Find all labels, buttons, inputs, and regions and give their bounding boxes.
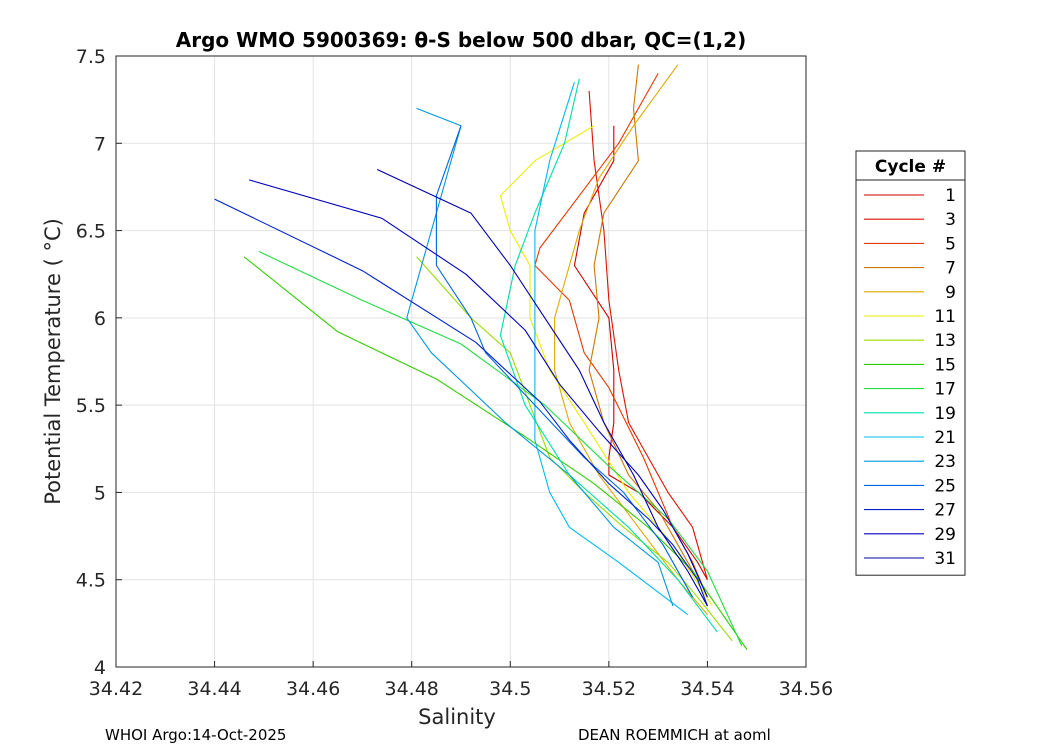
x-tick-label: 34.42 [89, 678, 143, 700]
series-line-cycle-7 [588, 64, 708, 607]
legend-label-cycle-31: 31 [934, 549, 956, 569]
x-axis-label: Salinity [418, 705, 496, 729]
series-line-cycle-9 [554, 64, 708, 615]
legend-box [855, 150, 966, 576]
x-tick-label: 34.56 [779, 678, 833, 700]
x-tick-label: 34.44 [187, 678, 241, 700]
series-line-cycle-23 [406, 107, 674, 607]
legend-label-cycle-13: 13 [934, 331, 956, 351]
plot-area [116, 56, 806, 667]
legend-label-cycle-11: 11 [934, 307, 956, 327]
x-tick-label: 34.54 [680, 678, 734, 700]
series-line-cycle-3 [588, 90, 708, 580]
series-line-cycle-27 [214, 198, 708, 607]
y-tick-label: 4.5 [76, 570, 106, 592]
series-line-cycle-17 [258, 251, 743, 647]
footer-left: WHOI Argo:14-Oct-2025 [105, 726, 287, 744]
series-line-cycle-31 [376, 169, 708, 607]
series-line-cycle-29 [248, 179, 708, 598]
legend-label-cycle-29: 29 [934, 525, 956, 545]
legend-label-cycle-1: 1 [945, 186, 956, 206]
legend-label-cycle-27: 27 [934, 501, 956, 521]
footer-right: DEAN ROEMMICH at aoml [578, 726, 771, 744]
y-axis-label: Potential Temperature ( °C) [41, 218, 65, 505]
x-tick-label: 34.48 [385, 678, 439, 700]
y-tick-label: 7 [94, 133, 106, 155]
axes-box [115, 55, 807, 668]
y-tick-label: 5 [94, 482, 106, 504]
y-tick-label: 6 [94, 308, 106, 330]
chart-title: Argo WMO 5900369: θ-S below 500 dbar, QC… [176, 28, 746, 52]
x-tick-label: 34.46 [286, 678, 340, 700]
y-tick-label: 4 [94, 657, 106, 679]
legend-label-cycle-7: 7 [945, 259, 956, 279]
series-line-cycle-21 [534, 82, 689, 616]
y-tick-label: 7.5 [76, 46, 106, 68]
legend-label-cycle-25: 25 [934, 476, 956, 496]
legend-label-cycle-15: 15 [934, 355, 956, 375]
legend-label-cycle-19: 19 [934, 404, 956, 424]
legend-label-cycle-17: 17 [934, 380, 956, 400]
legend-label-cycle-3: 3 [945, 210, 956, 230]
series-line-cycle-19 [499, 78, 718, 633]
legend-label-cycle-23: 23 [934, 452, 956, 472]
legend-label-cycle-5: 5 [945, 234, 956, 254]
x-tick-label: 34.52 [582, 678, 636, 700]
series-line-cycle-25 [435, 125, 694, 598]
legend-label-cycle-9: 9 [945, 283, 956, 303]
legend-title: Cycle # [875, 157, 946, 177]
y-tick-label: 6.5 [76, 221, 106, 243]
y-tick-label: 5.5 [76, 395, 106, 417]
legend-label-cycle-21: 21 [934, 428, 956, 448]
series-line-cycle-11 [499, 125, 713, 607]
x-tick-label: 34.5 [489, 678, 531, 700]
